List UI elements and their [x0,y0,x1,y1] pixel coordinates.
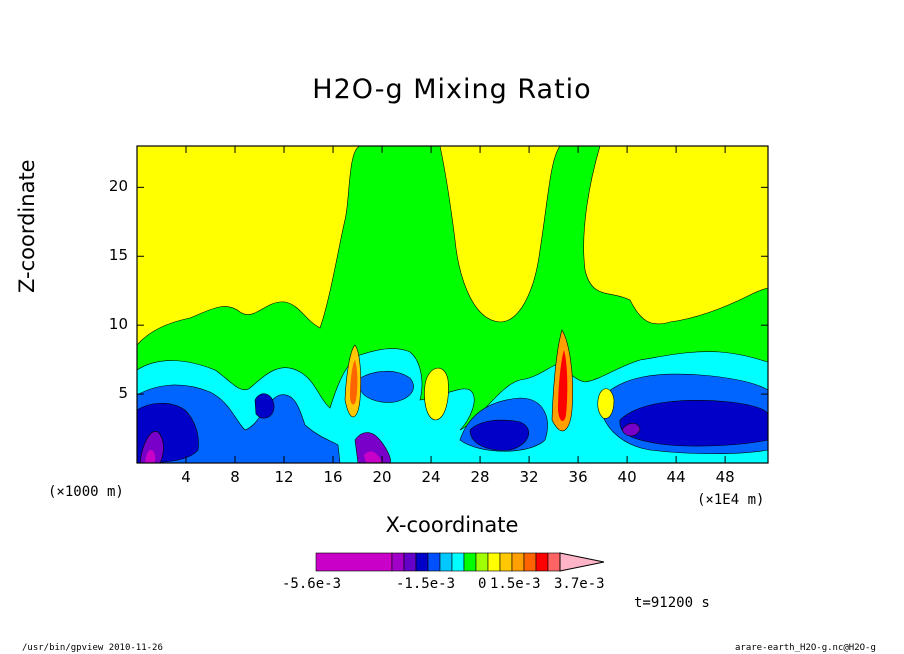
colorbar-swatch [547,552,561,572]
colorbar-swatch [499,552,513,572]
footer-left: /usr/bin/gpview 2010-11-26 [22,643,163,653]
x-unit-left: (×1000 m) [48,484,124,500]
x-tick-label: 24 [421,468,441,486]
colorbar-swatch [535,552,549,572]
x-axis-label: X-coordinate [385,513,519,537]
x-tick-label: 8 [230,468,240,486]
colorbar-swatch [391,552,405,572]
colorbar-swatch [463,552,477,572]
colorbar-label: 1.5e-3 [490,576,541,592]
y-tick-label: 20 [108,177,128,196]
colorbar-swatch [439,552,453,572]
colorbar-label: -1.5e-3 [396,576,456,592]
x-tick-label: 40 [617,468,637,486]
colorbar-label: -5.6e-3 [282,576,342,592]
colorbar-swatch [403,552,417,572]
colorbar-swatch [451,552,465,572]
y-ticks [137,186,768,395]
x-ticks [185,146,726,463]
colorbar-swatch [427,552,441,572]
y-axis-label: Z-coordinate [15,159,40,293]
contour-field [137,146,768,463]
bubble-yellow [424,367,449,421]
x-tick-label: 20 [372,468,392,486]
x-tick-label: 44 [666,468,686,486]
colorbar-label: 3.7e-3 [554,576,605,592]
bubble-yellow-right [597,388,615,419]
colorbar-swatch [487,552,501,572]
colorbar [315,552,605,572]
x-unit-right: (×1E4 m) [697,492,765,508]
field-darkblue [137,393,768,463]
x-tick-label: 32 [519,468,539,486]
colorbar-arrow [559,552,605,572]
chart-title: H2O-g Mixing Ratio [312,74,592,105]
colorbar-swatch [315,552,393,572]
colorbar-swatch [523,552,537,572]
x-tick-label: 36 [568,468,588,486]
colorbar-swatch [415,552,429,572]
x-tick-label: 16 [323,468,343,486]
y-tick-label: 10 [108,315,128,334]
plume-left-core [350,360,358,405]
x-tick-label: 4 [181,468,191,486]
footer-right: arare-earth_H2O-g.nc@H2O-g [735,643,876,653]
x-tick-label: 48 [715,468,735,486]
x-tick-label: 28 [470,468,490,486]
colorbar-swatch [511,552,525,572]
plume-right-core [558,350,568,422]
plot-frame [136,145,769,464]
y-tick-label: 5 [118,384,128,403]
time-label: t=91200 s [634,595,710,611]
y-tick-label: 15 [108,246,128,265]
x-tick-label: 12 [274,468,294,486]
colorbar-swatch [475,552,489,572]
field-purple [139,422,641,463]
colorbar-label: 0 [478,576,487,592]
